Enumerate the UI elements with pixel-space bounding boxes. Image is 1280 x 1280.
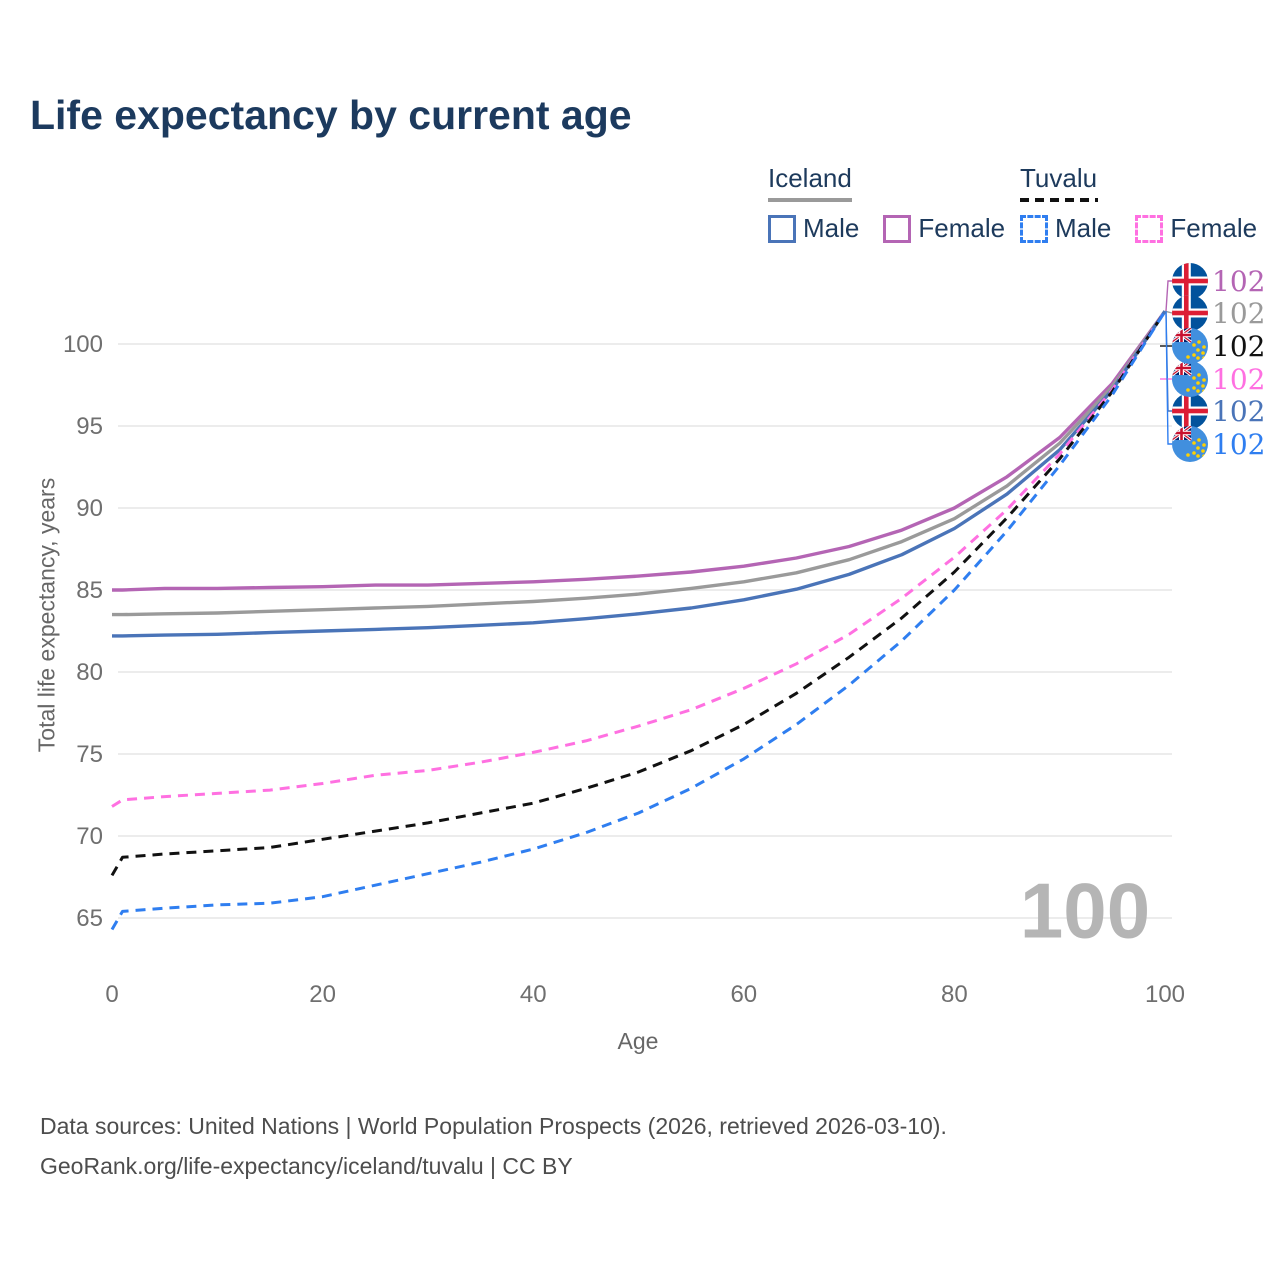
gridlines: 65 70 75 80 85 90 95 100 bbox=[63, 331, 1172, 932]
end-value-iceland-all: 102 bbox=[1212, 297, 1265, 330]
line-tuvalu-female bbox=[111, 310, 1167, 808]
x-tick-label: 20 bbox=[309, 981, 336, 1008]
line-iceland-female bbox=[112, 310, 1167, 592]
x-tick-label: 40 bbox=[520, 981, 547, 1008]
line-tuvalu-male bbox=[110, 310, 1167, 931]
age-counter-watermark: 100 bbox=[1019, 866, 1151, 955]
legend-item-tuvalu-male[interactable]: Male bbox=[1020, 213, 1111, 244]
series-lines bbox=[110, 310, 1167, 931]
footer-sources: Data sources: United Nations | World Pop… bbox=[40, 1113, 947, 1139]
end-value-tuvalu-all: 102 bbox=[1212, 330, 1265, 363]
end-value-iceland-female: 102 bbox=[1212, 265, 1265, 298]
end-value-tuvalu-male: 102 bbox=[1212, 428, 1265, 461]
y-tick-label: 65 bbox=[76, 905, 103, 932]
x-axis-title: Age bbox=[617, 1028, 659, 1054]
tuvalu-flag-icon bbox=[1172, 328, 1208, 364]
legend-label-tuvalu-male: Male bbox=[1055, 213, 1112, 243]
x-tick-label: 100 bbox=[1145, 981, 1185, 1008]
y-tick-label: 70 bbox=[76, 823, 103, 850]
y-tick-label: 85 bbox=[76, 577, 103, 604]
checkbox-iceland-male[interactable] bbox=[768, 214, 796, 243]
legend-item-tuvalu-female[interactable]: Female bbox=[1135, 213, 1257, 244]
y-axis-title: Total life expectancy, years bbox=[33, 477, 60, 753]
x-tick-label: 60 bbox=[730, 981, 757, 1008]
y-tick-label: 100 bbox=[63, 331, 103, 358]
iceland-flag-icon bbox=[1172, 393, 1208, 429]
leader-line bbox=[1165, 280, 1172, 312]
line-iceland-male bbox=[112, 310, 1167, 638]
legend-linestyle-tuvalu bbox=[1020, 198, 1098, 202]
footer-url: GeoRank.org/life-expectancy/iceland/tuva… bbox=[40, 1153, 573, 1179]
x-tick-label: 80 bbox=[941, 981, 968, 1008]
legend-label-iceland-female: Female bbox=[918, 213, 1006, 243]
legend-country-tuvalu[interactable]: Tuvalu bbox=[1020, 163, 1098, 193]
legend-label-iceland-male: Male bbox=[803, 213, 860, 243]
checkbox-iceland-female[interactable] bbox=[883, 214, 912, 243]
tuvalu-flag-icon bbox=[1172, 426, 1208, 462]
y-tick-label: 95 bbox=[76, 413, 103, 440]
page-title: Life expectancy by current age bbox=[30, 92, 632, 138]
legend-group-iceland: Iceland Male Female bbox=[768, 163, 1005, 244]
line-iceland-all bbox=[112, 310, 1167, 617]
iceland-flag-icon bbox=[1172, 295, 1208, 331]
legend-linestyle-iceland bbox=[768, 198, 852, 202]
end-value-iceland-male: 102 bbox=[1212, 395, 1265, 428]
legend-group-tuvalu: Tuvalu Male Female bbox=[1020, 163, 1257, 244]
x-tick-label: 0 bbox=[105, 981, 118, 1008]
footer: Data sources: United Nations | World Pop… bbox=[40, 1106, 1240, 1186]
legend-country-iceland[interactable]: Iceland bbox=[768, 163, 852, 193]
checkbox-tuvalu-female[interactable] bbox=[1135, 214, 1164, 243]
line-tuvalu-all bbox=[110, 310, 1167, 877]
y-tick-label: 90 bbox=[76, 495, 103, 522]
tuvalu-flag-icon bbox=[1172, 361, 1208, 397]
leader-line bbox=[1165, 311, 1172, 445]
end-value-tuvalu-female: 102 bbox=[1212, 363, 1265, 396]
legend-item-iceland-female[interactable]: Female bbox=[883, 213, 1005, 244]
legend-label-tuvalu-female: Female bbox=[1170, 213, 1258, 243]
y-tick-label: 75 bbox=[76, 741, 103, 768]
y-tick-label: 80 bbox=[76, 659, 103, 686]
legend-item-iceland-male[interactable]: Male bbox=[768, 213, 859, 244]
iceland-flag-icon bbox=[1172, 263, 1208, 299]
checkbox-tuvalu-male[interactable] bbox=[1020, 214, 1048, 243]
